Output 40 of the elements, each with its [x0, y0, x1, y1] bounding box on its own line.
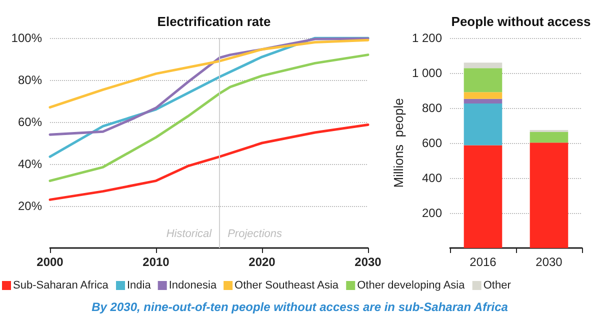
chart-title: Electrification rate [157, 14, 271, 29]
annotation: Projections [228, 228, 283, 240]
y-tick-label: 1 200 [412, 31, 442, 45]
bar [464, 92, 502, 99]
bar [530, 142, 568, 248]
y-tick-label: 40% [18, 157, 42, 171]
legend-label: Sub-Saharan Africa [13, 280, 110, 292]
x-tick-label: 2016 [470, 255, 497, 269]
line-series [48, 38, 370, 109]
y-tick-label: 20% [18, 199, 42, 213]
text: By 2030, nine-out-of-ten people without access are in sub-Saharan Africa [92, 300, 508, 314]
y-tick-label: 400 [422, 171, 442, 185]
y-tick-label: 60% [18, 115, 42, 129]
legend-label: Other developing Asia [357, 280, 466, 292]
x-tick-label: 2010 [142, 255, 170, 269]
y-tick-label: 800 [422, 101, 442, 115]
bar [464, 62, 502, 68]
chart-title: People without access [451, 14, 591, 29]
y-tick-label: 1 000 [412, 66, 442, 80]
legend-label: Other [483, 280, 512, 292]
y-tick-label: 600 [422, 136, 442, 150]
y-tick-label: 200 [422, 206, 442, 220]
line-series [48, 54, 370, 182]
bar [464, 68, 502, 92]
y-axis-title: Millions people [391, 98, 406, 188]
bar [530, 132, 568, 143]
bar [464, 103, 502, 146]
y-tick-label: 100% [11, 31, 42, 45]
x-tick-label: 2020 [248, 255, 276, 269]
y-tick-label: 80% [18, 73, 42, 87]
legend-label: Indonesia [168, 280, 218, 292]
bar [464, 145, 502, 248]
line-series [48, 123, 370, 201]
legend-label: India [127, 280, 152, 292]
x-tick-label: 2030 [354, 255, 382, 269]
legend-label: Other Southeast Asia [234, 280, 340, 292]
annotation: Historical [166, 228, 212, 240]
bar [464, 98, 502, 104]
x-tick-label: 2000 [36, 255, 64, 269]
x-tick-label: 2030 [536, 255, 563, 269]
